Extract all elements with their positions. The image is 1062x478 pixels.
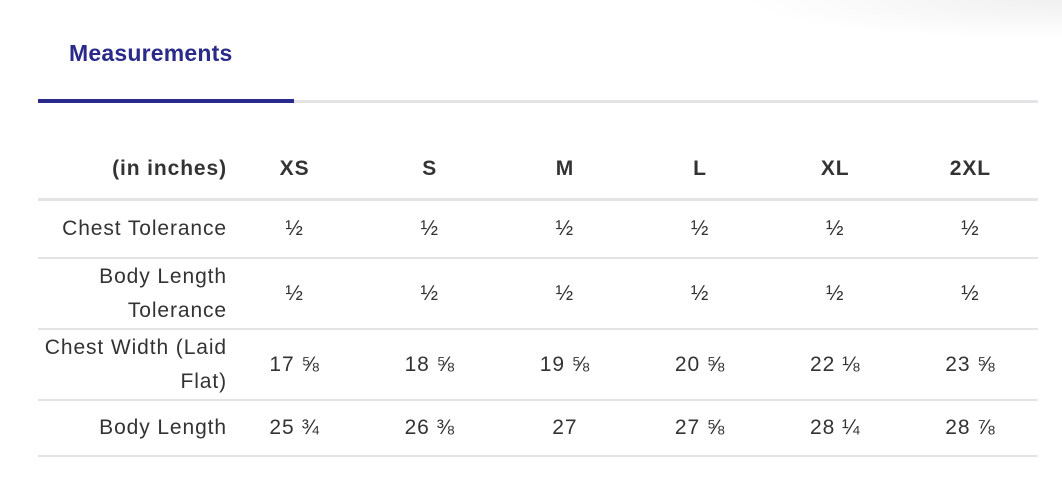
cell-value: 26 ⅜ <box>362 400 498 457</box>
size-header: XL <box>767 140 903 201</box>
row-label: Chest Tolerance <box>38 199 227 259</box>
cell-value: ½ <box>227 258 363 330</box>
cell-value: ½ <box>902 258 1038 330</box>
size-header: XS <box>227 140 363 201</box>
cell-value: 28 ¼ <box>767 400 903 457</box>
size-header: S <box>362 140 498 201</box>
size-header: 2XL <box>902 140 1038 201</box>
table-row: Chest Tolerance ½ ½ ½ ½ ½ ½ <box>38 199 1038 259</box>
cell-value: 25 ¾ <box>227 400 363 457</box>
table-body: Chest Tolerance ½ ½ ½ ½ ½ ½ Body Length Toleran… <box>38 199 1038 457</box>
size-header: L <box>632 140 768 201</box>
cell-value: ½ <box>362 199 498 259</box>
cell-value: 27 <box>497 400 633 457</box>
cell-value: ½ <box>227 199 363 259</box>
unit-header: (in inches) <box>38 140 227 201</box>
cell-value: 27 ⅝ <box>632 400 768 457</box>
row-label: Body Length <box>38 400 227 457</box>
cell-value: 20 ⅝ <box>632 329 768 401</box>
tab-indicator <box>38 99 294 103</box>
cell-value: 17 ⅝ <box>227 329 363 401</box>
row-label: Chest Width (Laid Flat) <box>38 329 227 401</box>
table-row: Body Length 25 ¾ 26 ⅜ 27 27 ⅝ 28 ¼ 28 ⅞ <box>38 400 1038 457</box>
cell-value: ½ <box>767 199 903 259</box>
cell-value: ½ <box>497 199 633 259</box>
cell-value: 28 ⅞ <box>902 400 1038 457</box>
cell-value: ½ <box>632 199 768 259</box>
shadow <box>742 0 1062 40</box>
cell-value: 23 ⅝ <box>902 329 1038 401</box>
cell-value: ½ <box>497 258 633 330</box>
cell-value: 22 ⅛ <box>767 329 903 401</box>
cell-value: ½ <box>632 258 768 330</box>
cell-value: 18 ⅝ <box>362 329 498 401</box>
cell-value: ½ <box>362 258 498 330</box>
row-label: Body Length Tolerance <box>38 258 227 330</box>
tab-label[interactable]: Measurements <box>69 40 233 66</box>
table-row: Body Length Tolerance ½ ½ ½ ½ ½ ½ <box>38 258 1038 330</box>
cell-value: ½ <box>902 199 1038 259</box>
tab-bar <box>38 100 1038 103</box>
cell-value: 19 ⅝ <box>497 329 633 401</box>
measurements-table: (in inches) XS S M L XL 2XL Chest Tolerance ½ ½ ½… <box>38 140 1038 457</box>
size-header: M <box>497 140 633 201</box>
cell-value: ½ <box>767 258 903 330</box>
header-row: (in inches) XS S M L XL 2XL <box>38 140 1038 201</box>
